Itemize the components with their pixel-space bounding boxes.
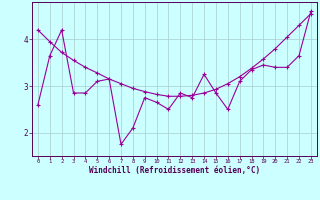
X-axis label: Windchill (Refroidissement éolien,°C): Windchill (Refroidissement éolien,°C) (89, 166, 260, 175)
